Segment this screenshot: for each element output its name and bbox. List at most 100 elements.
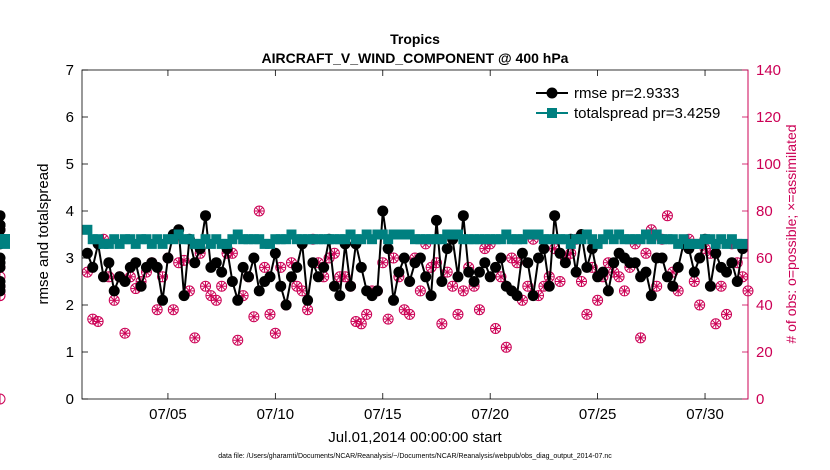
- obs-count-marker: [414, 285, 426, 297]
- rmse-point: [178, 290, 190, 302]
- obs-count-marker: [554, 276, 566, 287]
- totalspread-point: [426, 234, 437, 245]
- obs-count-marker: [613, 271, 625, 283]
- y-right-tick-label: 120: [756, 109, 781, 126]
- totalspread-point: [125, 234, 136, 245]
- totalspread-point: [168, 234, 179, 245]
- totalspread-point: [162, 234, 173, 245]
- totalspread-point: [173, 229, 184, 240]
- totalspread-point: [721, 238, 732, 249]
- rmse-point: [87, 261, 99, 273]
- rmse-point: [318, 261, 330, 273]
- rmse-point: [490, 261, 502, 273]
- rmse-point: [688, 266, 700, 278]
- totalspread-point: [93, 234, 104, 245]
- rmse-point: [527, 290, 539, 302]
- totalspread-point: [624, 234, 635, 245]
- rmse-point: [484, 271, 496, 283]
- obs-count-marker: [592, 294, 604, 306]
- obs-count-marker: [710, 318, 722, 330]
- rmse-point: [570, 266, 582, 278]
- totalspread-point: [372, 229, 383, 240]
- totalspread-point: [211, 234, 222, 245]
- totalspread-point: [189, 238, 200, 249]
- totalspread-point: [141, 234, 152, 245]
- totalspread-point: [533, 229, 544, 240]
- totalspread-point: [318, 234, 329, 245]
- obs-count-marker: [441, 266, 453, 278]
- rmse-point: [382, 243, 394, 255]
- y-axis-right-label: # of obs: o=possible; ×=assimilated: [783, 124, 799, 343]
- rmse-point: [533, 252, 545, 264]
- totalspread-point: [463, 234, 474, 245]
- totalspread-point: [248, 234, 259, 245]
- totalspread-point: [490, 234, 501, 245]
- rmse-point: [237, 261, 249, 273]
- totalspread-point: [474, 234, 485, 245]
- rmse-point: [441, 243, 453, 255]
- totalspread-point: [667, 234, 678, 245]
- totalspread-point: [313, 234, 324, 245]
- totalspread-point: [254, 234, 265, 245]
- totalspread-point: [404, 229, 415, 240]
- y-tick-label: 0: [66, 391, 74, 408]
- totalspread-point: [340, 234, 351, 245]
- rmse-point: [425, 290, 437, 302]
- rmse-point: [119, 276, 131, 287]
- totalspread-point: [227, 234, 238, 245]
- totalspread-point: [576, 234, 587, 245]
- totalspread-point: [619, 234, 630, 245]
- y-right-tick-label: 20: [756, 344, 773, 361]
- totalspread-point: [469, 234, 480, 245]
- totalspread-point: [222, 238, 233, 249]
- obs-count-marker: [92, 315, 104, 327]
- x-tick-label: 07/10: [257, 406, 295, 423]
- rmse-point: [0, 210, 6, 222]
- y-tick-label: 2: [66, 297, 74, 314]
- totalspread-point: [501, 229, 512, 240]
- rmse-point: [511, 290, 523, 302]
- rmse-point: [280, 299, 292, 311]
- rmse-point: [103, 257, 115, 269]
- x-tick-label: 07/05: [149, 406, 187, 423]
- rmse-point: [388, 294, 400, 306]
- obs-count-marker: [253, 205, 265, 217]
- footnote: data file: /Users/gharamti/Documents/NCA…: [218, 453, 612, 460]
- rmse-point: [543, 280, 555, 292]
- rmse-point: [629, 257, 641, 269]
- rmse-point: [226, 276, 238, 287]
- rmse-point: [468, 276, 480, 287]
- obs-count-marker: [452, 308, 464, 320]
- totalspread-point: [243, 234, 254, 245]
- rmse-point: [602, 285, 614, 297]
- totalspread-point: [136, 234, 147, 245]
- obs-count-marker: [269, 327, 281, 339]
- rmse-point: [269, 247, 281, 259]
- rmse-point: [420, 271, 432, 283]
- totalspread-point: [238, 234, 249, 245]
- obs-count-marker: [210, 294, 222, 306]
- rmse-point: [302, 294, 314, 306]
- rmse-point: [473, 266, 485, 278]
- totalspread-point: [329, 234, 340, 245]
- totalspread-point: [297, 234, 308, 245]
- rmse-point: [355, 261, 367, 273]
- legend-totalspread-label: totalspread pr=3.4259: [574, 105, 720, 122]
- y-tick-label: 1: [66, 344, 74, 361]
- totalspread-point: [705, 234, 716, 245]
- rmse-point: [457, 210, 469, 222]
- obs-count-marker: [457, 285, 469, 297]
- obs-count-marker: [200, 280, 212, 292]
- totalspread-point: [565, 238, 576, 249]
- y-tick-label: 6: [66, 109, 74, 126]
- totalspread-point: [0, 234, 10, 245]
- x-tick-label: 07/25: [579, 406, 617, 423]
- obs-count-marker: [382, 313, 394, 325]
- rmse-point: [162, 252, 174, 264]
- totalspread-point: [689, 238, 700, 249]
- totalspread-point: [307, 234, 318, 245]
- obs-count-marker: [581, 308, 593, 320]
- totalspread-point: [506, 234, 517, 245]
- obs-count-marker: [189, 332, 201, 344]
- obs-count-marker: [361, 308, 373, 320]
